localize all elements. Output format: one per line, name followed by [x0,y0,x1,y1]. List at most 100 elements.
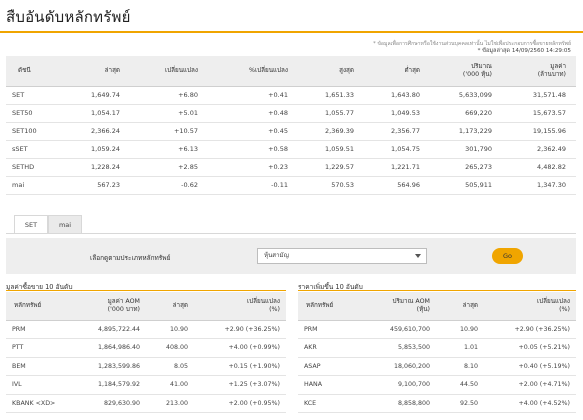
col-value-line1: มูลค่า [550,62,566,70]
index-last: 1,054.17 [68,104,130,123]
index-change: +6.80 [130,86,208,105]
tg-col-change-line1: เปลี่ยนแปลง [537,297,570,305]
tv-col-value-line1: มูลค่า AOM [107,297,140,305]
top-value-amount: 4,895,722.44 [76,320,146,339]
top-value-change: +0.15 (+1.90%) [194,357,286,376]
index-table: ดัชนี ล่าสุด เปลี่ยนแปลง %เปลี่ยนแปลง สู… [6,56,576,195]
go-button[interactable]: Go [492,248,523,264]
top-value-change: +2.90 (+36.25%) [194,320,286,339]
top-value-symbol-link[interactable]: PRM [6,320,76,339]
index-high: 570.53 [298,176,364,195]
top-gainers-symbol-link[interactable]: ASAP [298,357,362,376]
col-value: มูลค่า (ล้านบาท) [502,56,576,87]
top-value-change: +1.25 (+3.07%) [194,375,286,395]
index-name[interactable]: SET100 [6,122,68,141]
top-gainers-symbol-link[interactable]: HANA [298,375,362,395]
top-value-last: 213.00 [146,394,194,413]
top-value-symbol-link[interactable]: BEM [6,357,76,376]
tv-col-value-line2: ('000 บาท) [107,305,140,313]
index-change: +6.13 [130,140,208,159]
col-value-line2: (ล้านบาท) [537,70,566,78]
top-gainers-last: 44.50 [436,375,484,395]
index-value: 1,347.30 [502,176,576,195]
top-gainers-row: HANA 9,100,700 44.50 +2.00 (+4.71%) [298,375,576,395]
tg-col-change: เปลี่ยนแปลง (%) [484,292,576,321]
security-type-value: หุ้นสามัญ [264,252,289,259]
top-gainers-symbol-link[interactable]: AKR [298,338,362,358]
index-high: 1,059.51 [298,140,364,159]
top-value-symbol-link[interactable]: PTT [6,338,76,358]
tab-set[interactable]: SET [14,215,48,234]
index-change: +2.85 [130,158,208,177]
index-change: +10.57 [130,122,208,141]
index-name[interactable]: SET50 [6,104,68,123]
tv-col-change-line1: เปลี่ยนแปลง [247,297,280,305]
top-gainers-row: PRM 459,610,700 10.90 +2.90 (+36.25%) [298,320,576,339]
index-change: +5.01 [130,104,208,123]
index-row: sSET 1,059.24 +6.13 +0.58 1,059.51 1,054.75 30… [6,140,576,159]
tab-mai[interactable]: mai [48,215,82,234]
top-value-amount: 1,184,579.92 [76,375,146,395]
index-last: 1,228.24 [68,158,130,177]
index-low: 1,054.75 [364,140,430,159]
top-value-row: IVL 1,184,579.92 41.00 +1.25 (+3.07%) [6,375,286,395]
col-volume: ปริมาณ ('000 หุ้น) [430,56,502,87]
index-low: 564.96 [364,176,430,195]
index-name[interactable]: sSET [6,140,68,159]
top-value-row: BEM 1,283,599.86 8.05 +0.15 (+1.90%) [6,357,286,376]
index-low: 1,049.53 [364,104,430,123]
index-last: 1,059.24 [68,140,130,159]
top-value-symbol-link[interactable]: IVL [6,375,76,395]
index-name: mai [6,176,68,195]
top-gainers-symbol-link[interactable]: KCE [298,394,362,413]
top-gainers-table: หลักทรัพย์ ปริมาณ AOM (หุ้น) ล่าสุด เปลี่… [298,292,576,413]
index-change: -0.62 [130,176,208,195]
timestamp-note: * ข้อมูลล่าสุด 14/09/2560 14:29:05 [477,48,571,54]
top-value-row: PRM 4,895,722.44 10.90 +2.90 (+36.25%) [6,320,286,339]
top-gainers-amount: 8,858,800 [362,394,436,413]
index-value: 4,482.82 [502,158,576,177]
index-row: SETHD 1,228.24 +2.85 +0.23 1,229.57 1,221.71 2… [6,158,576,177]
index-last: 567.23 [68,176,130,195]
top-value-amount: 1,283,599.86 [76,357,146,376]
chevron-down-icon [415,254,421,258]
page-title: สืบอันดับหลักทรัพย์ [6,8,131,26]
top-gainers-title: ราคาเพิ่มขึ้น 10 อันดับ [298,283,363,291]
tg-col-change-line2: (%) [559,305,570,313]
title-divider [0,31,583,33]
tv-col-last: ล่าสุด [146,292,194,321]
index-volume: 265,273 [430,158,502,177]
index-volume: 5,633,099 [430,86,502,105]
top-value-amount: 1,864,986.40 [76,338,146,358]
index-row: mai 567.23 -0.62 -0.11 570.53 564.96 505,911 1,… [6,176,576,195]
col-volume-line1: ปริมาณ [471,62,492,70]
index-low: 1,643.80 [364,86,430,105]
col-last: ล่าสุด [68,56,130,87]
top-value-last: 10.90 [146,320,194,339]
top-value-symbol-link[interactable]: KBANK <XD> [6,394,76,413]
index-last: 1,649.74 [68,86,130,105]
index-pct-change: -0.11 [208,176,298,195]
top-value-last: 41.00 [146,375,194,395]
top-gainers-row: KCE 8,858,800 92.50 +4.00 (+4.52%) [298,394,576,413]
col-volume-line2: ('000 หุ้น) [462,70,492,78]
index-volume: 1,173,229 [430,122,502,141]
top-gainers-change: +0.05 (+5.21%) [484,338,576,358]
index-high: 1,651.33 [298,86,364,105]
index-value: 19,155.96 [502,122,576,141]
top-value-header: หลักทรัพย์ มูลค่า AOM ('000 บาท) ล่าสุด เ… [6,292,286,321]
col-change: เปลี่ยนแปลง [130,56,208,87]
security-type-select[interactable]: หุ้นสามัญ [257,248,427,264]
top-gainers-change: +2.00 (+4.71%) [484,375,576,395]
tg-col-volume-line1: ปริมาณ AOM [392,297,431,305]
tv-col-change: เปลี่ยนแปลง (%) [194,292,286,321]
disclaimer-note: * ข้อมูลเพื่อการศึกษาหรือใช้งานส่วนบุคคล… [373,41,571,47]
index-name[interactable]: SETHD [6,158,68,177]
index-row: SET 1,649.74 +6.80 +0.41 1,651.33 1,643.80 5,6… [6,86,576,105]
index-row: SET100 2,366.24 +10.57 +0.45 2,369.39 2,356.7… [6,122,576,141]
tg-col-volume: ปริมาณ AOM (หุ้น) [362,292,436,321]
top-value-table: หลักทรัพย์ มูลค่า AOM ('000 บาท) ล่าสุด เ… [6,292,286,413]
tv-col-value: มูลค่า AOM ('000 บาท) [76,292,146,321]
top-gainers-symbol-link[interactable]: PRM [298,320,362,339]
top-gainers-change: +2.90 (+36.25%) [484,320,576,339]
